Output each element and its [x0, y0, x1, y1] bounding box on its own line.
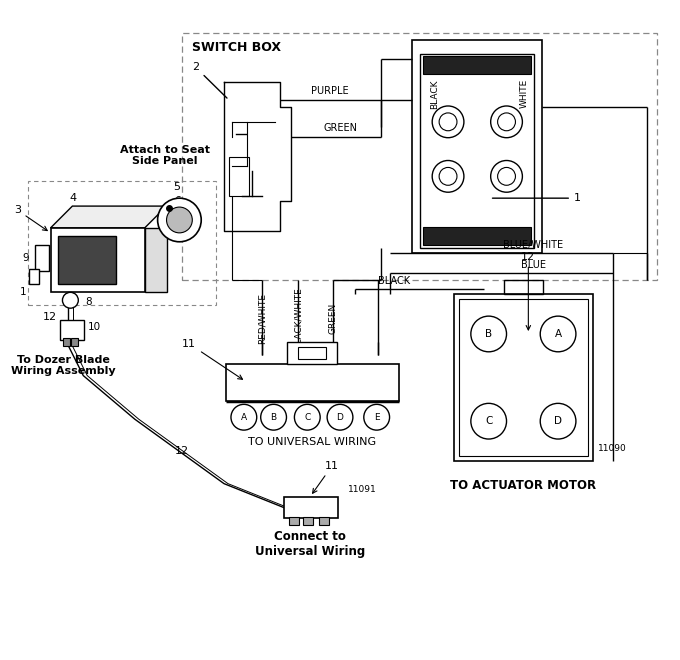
Text: RED/WHITE: RED/WHITE [257, 292, 266, 344]
Bar [423, 56, 531, 75]
Text: C: C [304, 412, 310, 422]
Bar [288, 342, 337, 364]
Text: 4: 4 [70, 193, 77, 203]
Circle shape [167, 207, 192, 233]
Text: PURPLE: PURPLE [311, 86, 349, 96]
Bar [71, 338, 78, 346]
Bar [290, 517, 299, 525]
Text: 1: 1 [20, 287, 27, 298]
Text: BLACK/WHITE: BLACK/WHITE [294, 287, 303, 349]
Circle shape [327, 405, 353, 430]
Text: Attach to Seat
Side Panel: Attach to Seat Side Panel [120, 145, 209, 166]
Text: 5: 5 [173, 182, 180, 192]
Text: GREEN: GREEN [328, 302, 337, 334]
Bar [459, 299, 588, 456]
Bar [35, 245, 48, 271]
Circle shape [63, 292, 78, 308]
Text: 10: 10 [88, 322, 101, 332]
Circle shape [432, 106, 464, 138]
Circle shape [158, 198, 201, 242]
Bar [303, 517, 313, 525]
Text: E: E [374, 412, 379, 422]
Bar [58, 236, 116, 284]
Circle shape [491, 106, 522, 138]
Bar [28, 182, 216, 305]
Text: 9: 9 [22, 253, 29, 263]
Bar [454, 294, 593, 461]
Bar [284, 496, 338, 518]
Circle shape [432, 160, 464, 192]
Text: 3: 3 [14, 205, 47, 230]
Text: D: D [337, 412, 343, 422]
Polygon shape [145, 228, 167, 292]
Polygon shape [50, 206, 167, 228]
Text: TO ACTUATOR MOTOR: TO ACTUATOR MOTOR [450, 478, 596, 492]
Circle shape [231, 405, 257, 430]
Text: A: A [241, 412, 247, 422]
Bar [319, 517, 329, 525]
Text: BLACK: BLACK [430, 79, 439, 109]
Text: 6: 6 [175, 196, 181, 206]
Text: GREEN: GREEN [324, 123, 358, 133]
Circle shape [471, 403, 507, 439]
Circle shape [540, 403, 576, 439]
Circle shape [498, 168, 515, 185]
Text: To Dozer Blade
Wiring Assembly: To Dozer Blade Wiring Assembly [11, 355, 116, 376]
Bar [182, 32, 657, 280]
Circle shape [471, 316, 507, 352]
Bar [423, 227, 531, 245]
Bar [29, 269, 39, 284]
Text: 11: 11 [182, 339, 243, 379]
Text: 12: 12 [42, 312, 56, 322]
Text: B: B [271, 412, 277, 422]
Text: 12: 12 [522, 251, 535, 330]
Text: 11091: 11091 [348, 484, 377, 494]
Bar [226, 364, 399, 401]
Circle shape [439, 168, 457, 185]
Bar [50, 228, 145, 292]
Bar [299, 347, 326, 359]
Text: 2: 2 [192, 62, 227, 98]
Bar [229, 156, 249, 196]
Text: SWITCH BOX: SWITCH BOX [192, 40, 282, 53]
Text: BLACK: BLACK [379, 277, 411, 286]
Circle shape [498, 113, 515, 131]
Circle shape [260, 405, 286, 430]
Text: B: B [485, 329, 492, 339]
Bar [61, 320, 84, 340]
Text: 11: 11 [313, 461, 339, 493]
Text: BLUE: BLUE [521, 259, 546, 269]
Bar [412, 40, 542, 253]
Circle shape [540, 316, 576, 352]
Circle shape [491, 160, 522, 192]
Text: 7: 7 [118, 267, 125, 277]
Bar [420, 54, 534, 248]
Text: D: D [554, 416, 562, 426]
Bar [63, 338, 71, 346]
Text: BLUE/WHITE: BLUE/WHITE [503, 240, 563, 249]
Circle shape [364, 405, 390, 430]
Text: TO UNIVERSAL WIRING: TO UNIVERSAL WIRING [248, 437, 376, 447]
Text: 12: 12 [175, 446, 188, 456]
Text: WHITE: WHITE [520, 79, 529, 108]
Text: 11090: 11090 [598, 444, 626, 453]
Text: Connect to
Universal Wiring: Connect to Universal Wiring [255, 530, 365, 558]
Text: 8: 8 [85, 297, 92, 308]
Text: C: C [485, 416, 492, 426]
Bar [504, 280, 543, 294]
Circle shape [294, 405, 320, 430]
Circle shape [439, 113, 457, 131]
Text: A: A [554, 329, 562, 339]
Text: 1: 1 [492, 193, 581, 203]
